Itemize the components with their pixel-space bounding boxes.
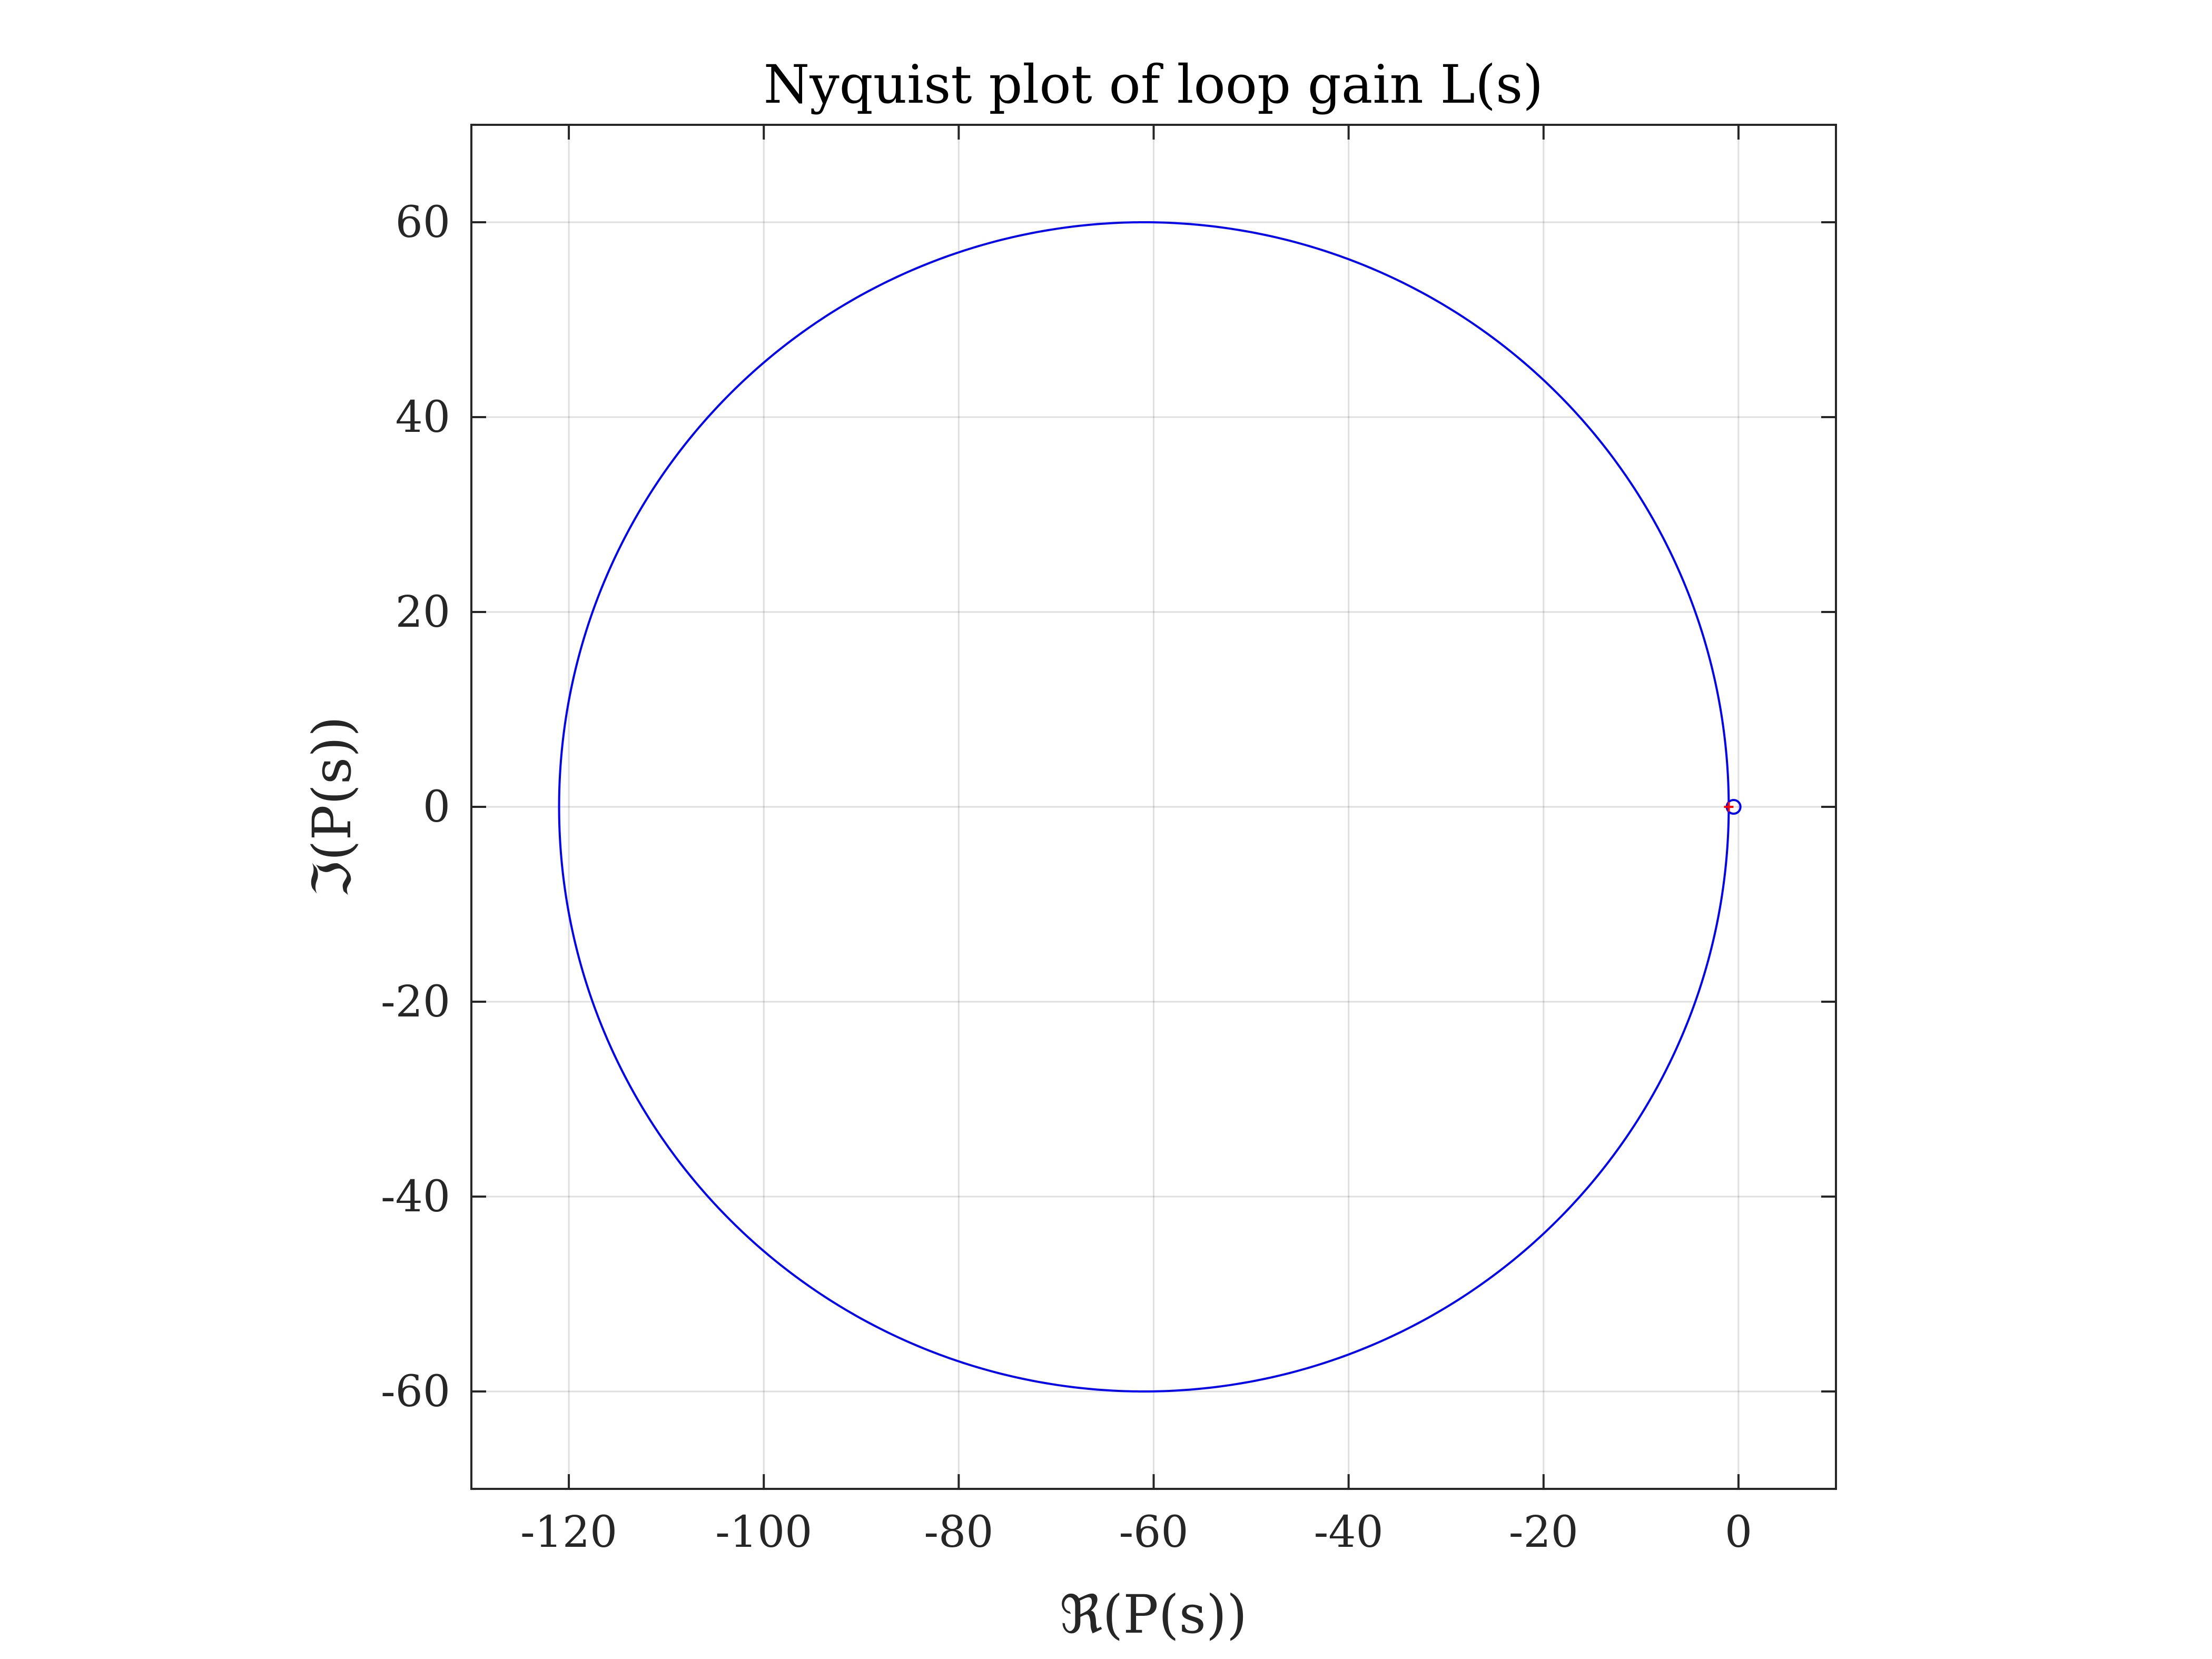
x-tick-label: -20: [1509, 1507, 1578, 1557]
nyquist-curve: [558, 221, 1730, 1393]
axes-frame: [470, 124, 1837, 1490]
y-tick-label: 60: [396, 197, 450, 248]
y-axis-label: ℑ(P(s)): [301, 716, 363, 897]
marker-layer: [1724, 799, 1742, 815]
x-tick-label: -80: [924, 1507, 993, 1557]
ticks-layer: [471, 125, 1836, 1489]
chart-title: Nyquist plot of loop gain L(s): [764, 54, 1544, 115]
x-tick-label: -60: [1119, 1507, 1188, 1557]
y-tick-label: -20: [381, 977, 450, 1027]
curve-layer: [558, 221, 1730, 1393]
tick-label-layer: -120 -100 -80 -60 -40 -20 0 -60 -40 -20 0 20 40 60: [381, 197, 1752, 1557]
y-tick-label: 0: [423, 782, 450, 832]
y-tick-label: 40: [396, 392, 450, 442]
y-tick-label: 20: [396, 587, 450, 637]
x-tick-label: 0: [1725, 1507, 1752, 1557]
grid-layer: [471, 125, 1836, 1489]
y-tick-label: -40: [381, 1172, 450, 1222]
x-axis-label: ℜ(P(s)): [1060, 1584, 1247, 1645]
critical-point-marker: [1724, 802, 1734, 812]
x-tick-label: -100: [715, 1507, 812, 1557]
x-tick-label: -40: [1314, 1507, 1384, 1557]
x-tick-label: -120: [520, 1507, 617, 1557]
y-tick-label: -60: [381, 1367, 450, 1417]
